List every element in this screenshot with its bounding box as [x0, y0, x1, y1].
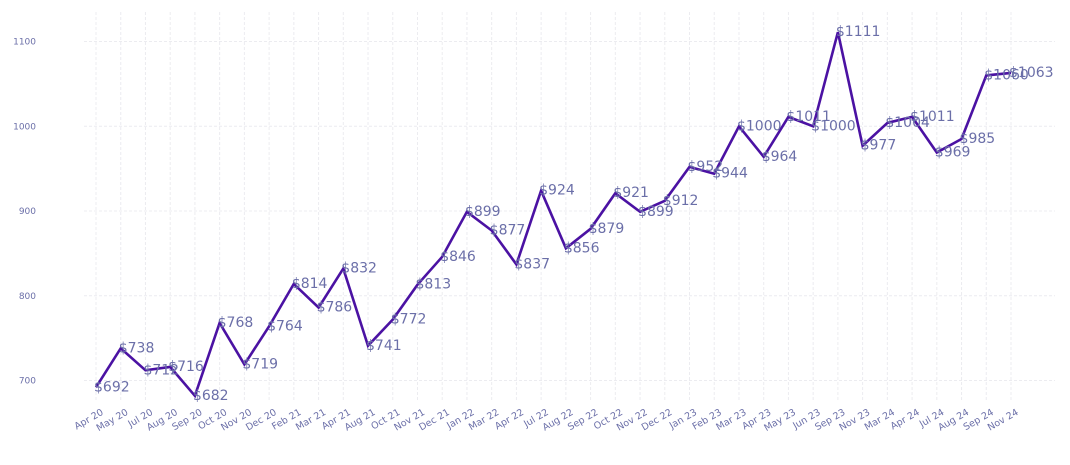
- data-label: $977: [861, 138, 897, 154]
- data-label: $969: [935, 145, 971, 161]
- data-label: $768: [218, 315, 254, 331]
- x-tick-label: Apr 22: [493, 407, 526, 432]
- data-label: $877: [490, 222, 526, 238]
- data-label: $1111: [836, 24, 881, 40]
- y-tick-label: 700: [19, 377, 36, 387]
- y-tick-label: 1100: [13, 38, 36, 48]
- data-label: $1011: [910, 109, 955, 125]
- data-label: $846: [440, 249, 476, 265]
- data-label: $1000: [737, 118, 782, 134]
- y-tick-label: 1000: [13, 122, 36, 132]
- y-tick-label: 900: [19, 207, 36, 217]
- data-label: $1060: [984, 67, 1029, 83]
- data-label: $716: [168, 359, 204, 375]
- data-label: $985: [960, 131, 996, 147]
- data-label: $814: [292, 276, 328, 292]
- data-label: $944: [712, 166, 748, 182]
- data-label: $879: [589, 221, 625, 237]
- data-label: $924: [539, 183, 575, 199]
- data-label: $952: [688, 159, 724, 175]
- data-label: $682: [193, 388, 229, 404]
- data-label: $1004: [885, 115, 930, 131]
- series-line-price: [94, 31, 1012, 399]
- data-label: $856: [564, 240, 600, 256]
- data-label: $741: [366, 338, 402, 354]
- data-label: $764: [267, 318, 303, 334]
- data-label: $1000: [811, 118, 856, 134]
- series-layer: [94, 31, 1012, 399]
- data-label: $813: [415, 277, 451, 293]
- data-label: $837: [514, 256, 550, 272]
- data-label: $964: [762, 149, 798, 165]
- data-label: $912: [663, 193, 699, 209]
- y-axis: 700 800 900 1000 1100: [13, 38, 36, 387]
- data-label: $692: [94, 379, 130, 395]
- data-labels: $692 $738 $712$716 $682 $768 $719 $764 $814 $786…: [94, 24, 1054, 404]
- data-label: $921: [613, 185, 649, 201]
- data-label: $719: [242, 356, 278, 372]
- grid: [84, 12, 1055, 400]
- x-tick-label: Apr 24: [889, 407, 922, 432]
- data-label: $899: [465, 204, 501, 220]
- y-tick-label: 800: [19, 292, 36, 302]
- data-label: $1011: [786, 109, 831, 125]
- data-label: $772: [391, 311, 427, 327]
- data-label: $712: [143, 362, 179, 378]
- data-label: $832: [341, 261, 377, 277]
- data-label: $1063: [1009, 65, 1054, 81]
- data-label: $899: [638, 204, 674, 220]
- data-label: $786: [317, 300, 353, 316]
- data-label: $738: [119, 340, 155, 356]
